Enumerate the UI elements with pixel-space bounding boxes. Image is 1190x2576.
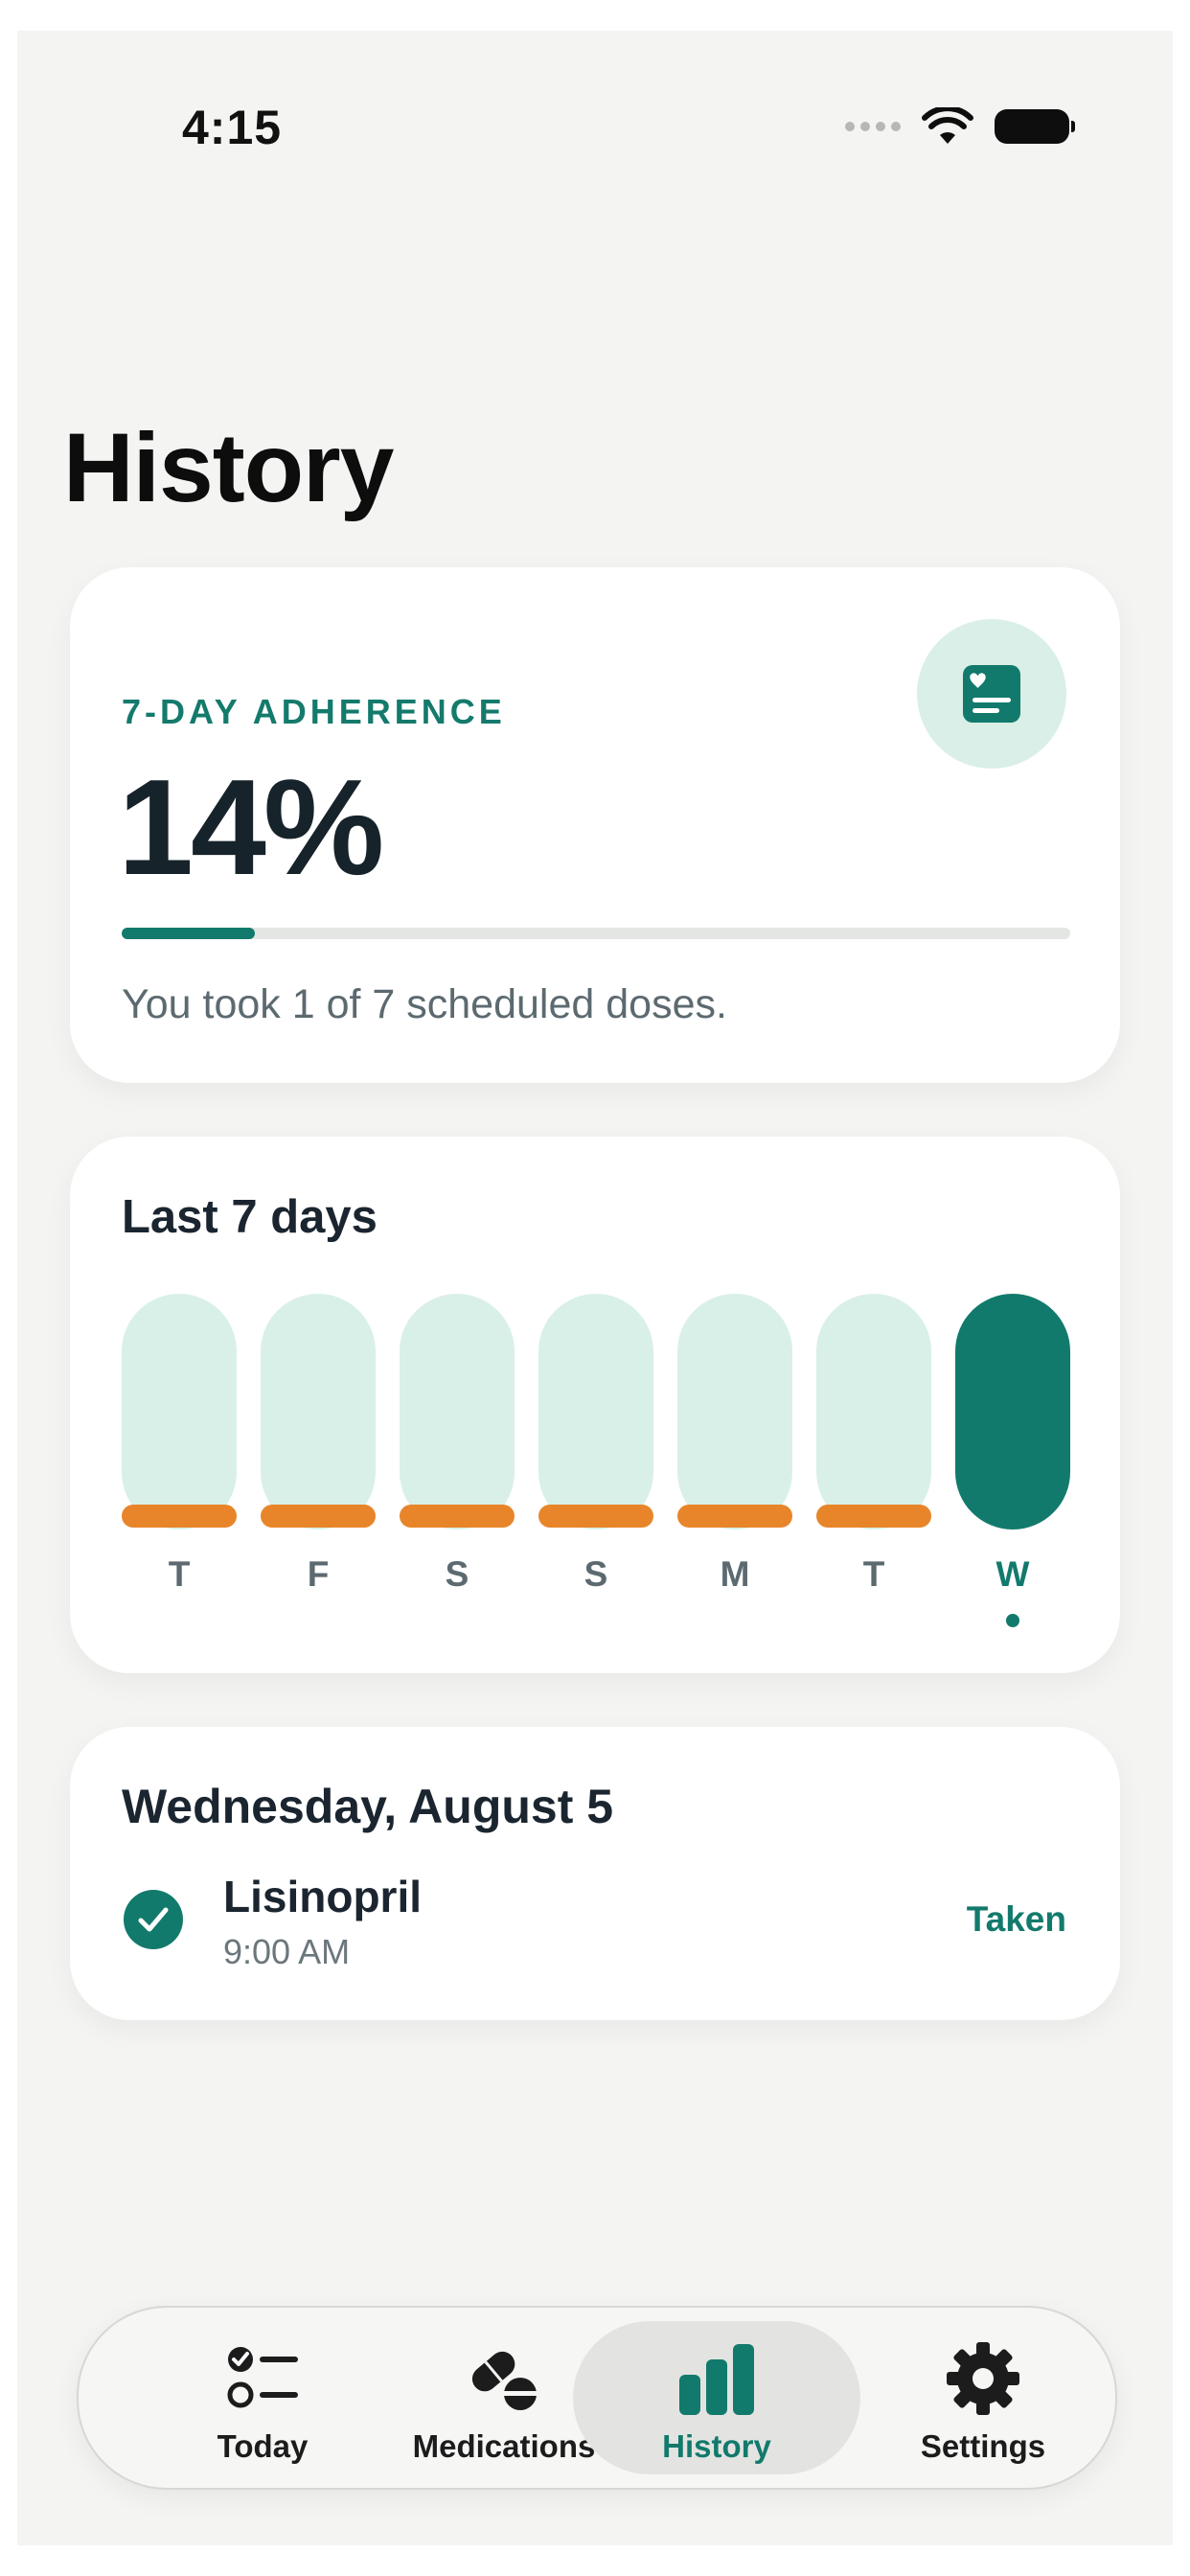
tab-today[interactable]: Today <box>142 2321 383 2474</box>
day-pill-missed <box>400 1294 515 1530</box>
day-letter: S <box>445 1554 469 1594</box>
day-letter: W <box>995 1554 1030 1594</box>
day-pill-missed <box>122 1294 237 1530</box>
tab-settings-label: Settings <box>920 2428 1046 2464</box>
day-pill-missed <box>816 1294 931 1530</box>
adherence-card: 7-DAY ADHERENCE 14% You took 1 of 7 sche… <box>70 567 1120 1083</box>
adherence-percentage: 14% <box>118 751 384 904</box>
medication-time: 9:00 AM <box>223 1932 351 1971</box>
missed-dose-indicator <box>261 1505 376 1528</box>
status-time: 4:15 <box>182 101 283 154</box>
check-circle-icon <box>124 1890 183 1949</box>
day-pill-missed <box>677 1294 792 1530</box>
day-letter: S <box>584 1554 608 1594</box>
app-screen: 4:15 History 7-DAY ADHERENCE 14% You to <box>17 31 1173 2545</box>
adherence-progress-bar <box>122 928 1070 939</box>
missed-dose-indicator <box>400 1505 515 1528</box>
dose-status: Taken <box>966 1899 1066 1939</box>
missed-dose-indicator <box>122 1505 237 1528</box>
battery-icon <box>995 109 1075 144</box>
tab-today-label: Today <box>217 2428 309 2464</box>
signal-dots-icon <box>845 122 901 131</box>
missed-dose-indicator <box>677 1505 792 1528</box>
day-letter: T <box>168 1554 191 1594</box>
day-detail-card: Wednesday, August 5 Lisinopril 9:00 AM T… <box>70 1727 1120 2020</box>
gear-icon <box>947 2342 1019 2415</box>
tab-bar: Today Medications History <box>77 2306 1117 2490</box>
tab-history[interactable]: History <box>573 2321 860 2474</box>
today-indicator-dot <box>1006 1614 1019 1627</box>
tab-history-label: History <box>662 2428 771 2464</box>
day-pill-taken <box>955 1294 1070 1530</box>
missed-dose-indicator <box>816 1505 931 1528</box>
wifi-icon <box>922 107 973 144</box>
day-pill-missed <box>538 1294 653 1530</box>
medical-card-icon <box>917 619 1066 769</box>
page-title: History <box>63 413 394 522</box>
pills-icon <box>471 2351 538 2410</box>
detail-date: Wednesday, August 5 <box>122 1780 614 1833</box>
last-7-days-card: Last 7 days T F S S M T W <box>70 1137 1120 1673</box>
adherence-progress-fill <box>122 928 255 939</box>
medication-name: Lisinopril <box>223 1872 422 1921</box>
tab-settings[interactable]: Settings <box>862 2321 1104 2474</box>
day-letter: M <box>720 1554 750 1594</box>
tab-medications-label: Medications <box>412 2428 596 2464</box>
tab-medications[interactable]: Medications <box>383 2321 625 2474</box>
day-letter: T <box>862 1554 885 1594</box>
week-title: Last 7 days <box>122 1191 378 1243</box>
checklist-icon <box>227 2347 298 2408</box>
day-letter: F <box>307 1554 330 1594</box>
status-icons <box>845 107 1075 146</box>
adherence-summary: You took 1 of 7 scheduled doses. <box>122 981 727 1027</box>
bar-chart-icon <box>679 2344 754 2415</box>
day-pill-missed <box>261 1294 376 1530</box>
adherence-label: 7-DAY ADHERENCE <box>122 692 506 731</box>
missed-dose-indicator <box>538 1505 653 1528</box>
